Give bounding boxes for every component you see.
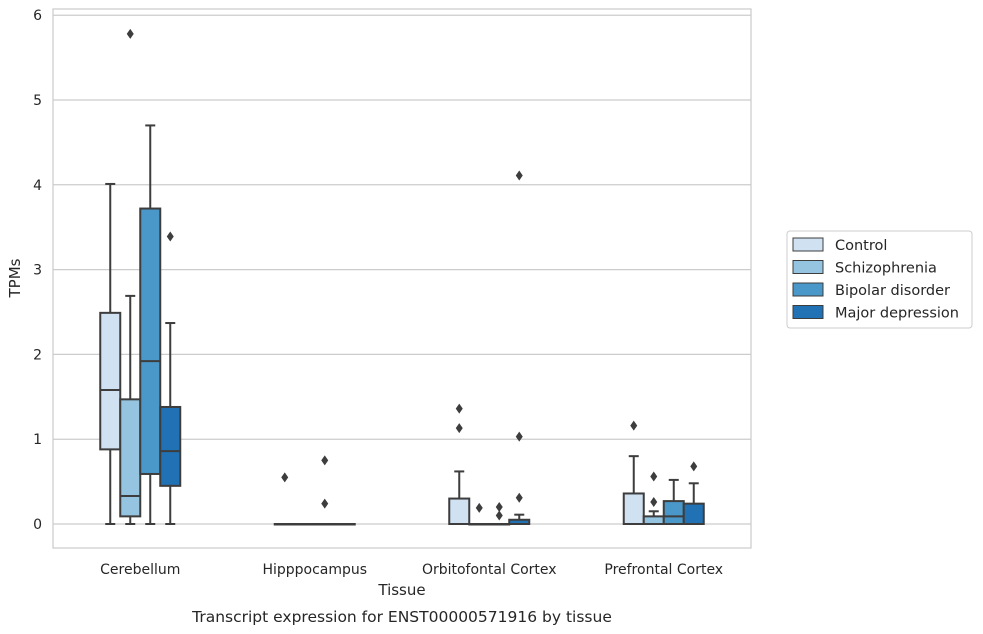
chart-title: Transcript expression for ENST0000057191… (191, 608, 612, 626)
x-axis-label: Tissue (377, 581, 425, 599)
y-tick-label: 3 (33, 263, 42, 279)
outlier-point (126, 28, 134, 39)
box-3-0 (622, 420, 645, 525)
box-iqr (662, 500, 685, 526)
box-iqr (139, 207, 162, 475)
box-3-3 (682, 461, 705, 526)
outlier-point (515, 492, 523, 503)
box-1-1 (293, 523, 316, 526)
box-0-2 (139, 124, 162, 525)
y-tick-label: 0 (33, 517, 42, 533)
box-plot-series (99, 28, 705, 526)
box-iqr (622, 492, 645, 525)
outlier-point (650, 496, 658, 507)
box-3-1 (642, 471, 665, 525)
box-iqr (682, 502, 705, 526)
legend-frame (786, 230, 973, 329)
outlier-point (515, 431, 523, 442)
outlier-point (495, 510, 503, 521)
legend-label: Schizophrenia (835, 261, 937, 277)
outlier-point (166, 231, 174, 242)
box-0-1 (119, 28, 142, 525)
y-tick-label: 2 (33, 347, 42, 363)
outlier-point (475, 502, 483, 513)
y-tick-label: 5 (33, 93, 42, 109)
box-iqr (119, 398, 142, 518)
outlier-point (455, 423, 463, 434)
x-tick-label: Hipppocampus (262, 562, 367, 578)
x-tick-label: Cerebellum (100, 562, 180, 578)
outlier-point (281, 472, 289, 483)
outlier-point (690, 461, 698, 472)
outlier-point (650, 471, 658, 482)
legend-swatch (792, 237, 824, 252)
box-3-2 (662, 478, 685, 526)
y-axis-label: TPMs (6, 258, 24, 298)
box-2-3 (508, 170, 531, 526)
y-tick-label: 6 (33, 8, 42, 24)
x-tick-label: Prefrontal Cortex (604, 562, 723, 578)
legend-swatch (792, 260, 824, 274)
y-tick-label: 1 (33, 432, 42, 448)
box-0-0 (99, 182, 122, 525)
y-axis-ticks: 0 1 2 3 4 5 6 (33, 8, 42, 533)
legend-label: Control (835, 238, 887, 254)
plot-frame (52, 8, 752, 549)
box-1-3 (333, 523, 356, 526)
box-2-2 (488, 502, 511, 526)
outlier-point (455, 403, 463, 414)
legend: Control Schizophrenia Bipolar disorder Majo… (786, 230, 973, 329)
box-0-3 (159, 231, 182, 525)
outlier-point (515, 170, 523, 181)
x-axis-ticks: Cerebellum Hipppocampus Orbitofontal Corte… (100, 562, 723, 578)
legend-items: Control Schizophrenia Bipolar disorder Majo… (792, 237, 959, 322)
box-iqr (99, 311, 122, 451)
box-iqr (448, 497, 471, 525)
y-tick-label: 4 (33, 178, 42, 194)
x-tick-label: Orbitofontal Cortex (422, 562, 557, 578)
box-1-0 (273, 472, 296, 526)
legend-label: Bipolar disorder (835, 283, 950, 299)
box-iqr (642, 515, 665, 525)
box-2-0 (448, 403, 471, 525)
outlier-point (630, 420, 638, 431)
outlier-point (495, 502, 503, 513)
legend-swatch (792, 282, 824, 297)
legend-swatch (792, 305, 824, 319)
legend-label: Major depression (835, 306, 959, 322)
box-2-1 (468, 502, 491, 526)
box-iqr (159, 405, 182, 487)
outlier-point (321, 455, 329, 466)
outlier-point (321, 498, 329, 509)
box-1-2 (313, 455, 336, 526)
